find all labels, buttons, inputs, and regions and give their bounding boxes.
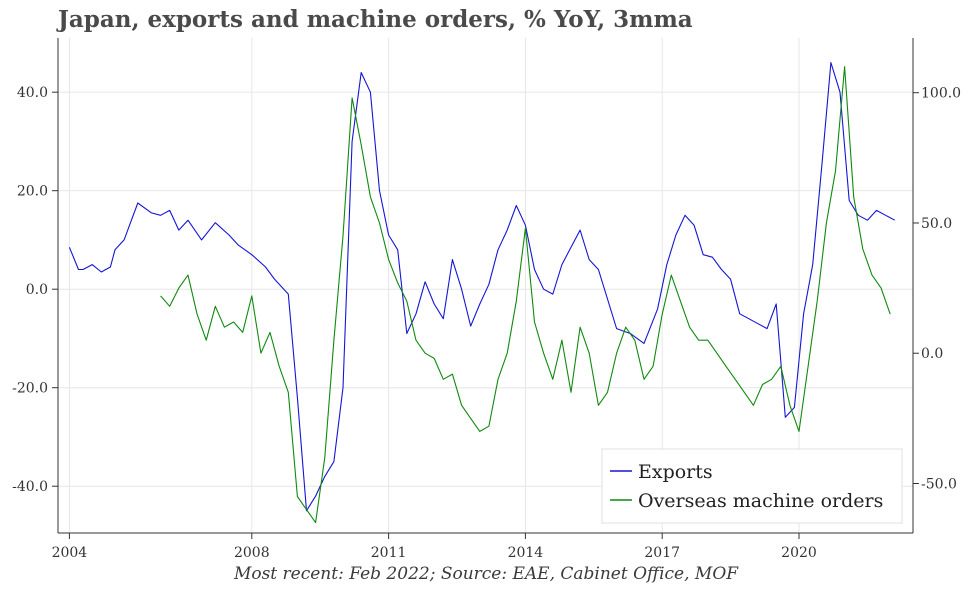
y-left-tick-label: -20.0 <box>12 381 48 397</box>
series-line-overseas-machine-orders <box>160 66 891 524</box>
y-left-tick-label: 0.0 <box>26 282 48 298</box>
legend-label: Overseas machine orders <box>638 490 883 512</box>
series-layer <box>68 62 896 524</box>
x-tick-label: 2014 <box>508 545 544 561</box>
y-left-tick-label: 20.0 <box>17 184 48 200</box>
axes <box>52 38 919 539</box>
legend: Exports Overseas machine orders <box>601 448 903 524</box>
y-right-tick-label: -50.0 <box>921 477 957 493</box>
series-line-exports <box>68 62 896 512</box>
chart-footer: Most recent: Feb 2022; Source: EAE, Cabi… <box>233 564 739 584</box>
tick-labels: 2004 2008 2011 2014 2017 2020 40.0 20.0 0.0 -20.0… <box>12 85 961 561</box>
x-tick-label: 2011 <box>371 545 407 561</box>
legend-label: Exports <box>638 461 713 483</box>
y-right-tick-label: 0.0 <box>921 346 943 362</box>
y-left-tick-label: 40.0 <box>17 85 48 101</box>
x-tick-label: 2017 <box>644 545 680 561</box>
x-tick-label: 2008 <box>234 545 270 561</box>
y-right-tick-label: 100.0 <box>921 86 961 102</box>
x-tick-label: 2020 <box>781 545 817 561</box>
chart-title: Japan, exports and machine orders, % YoY… <box>58 6 693 33</box>
x-tick-label: 2004 <box>52 545 88 561</box>
y-left-tick-label: -40.0 <box>12 479 48 495</box>
y-right-tick-label: 50.0 <box>921 216 952 232</box>
legend-box <box>601 448 903 524</box>
